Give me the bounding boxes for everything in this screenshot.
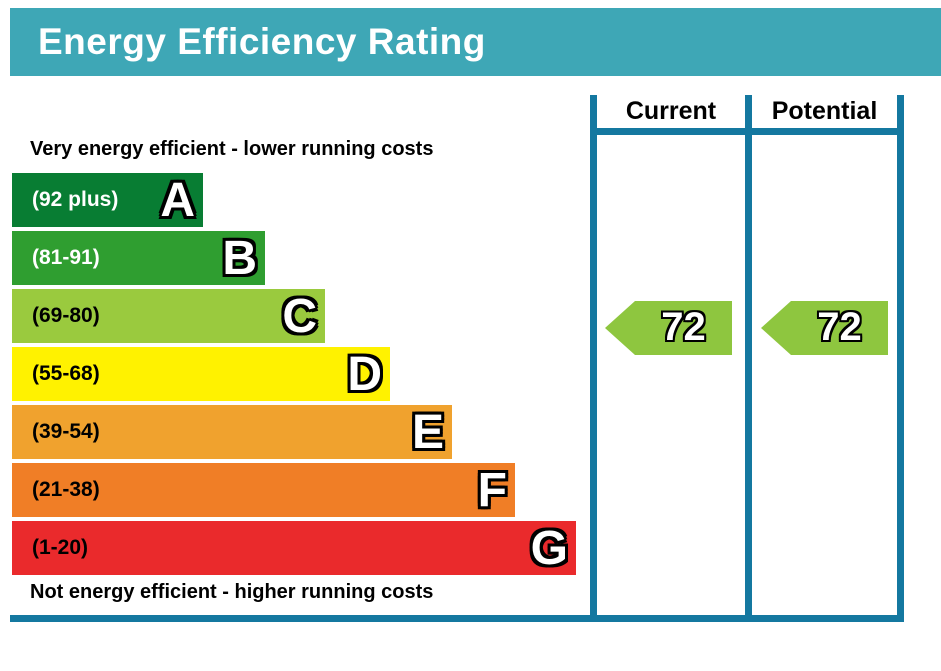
band-e-range-label: (39-54) xyxy=(32,420,100,443)
band-e-grade-letter: E xyxy=(411,406,444,459)
potential-column-header: Potential xyxy=(771,97,878,125)
bottom-note: Not energy efficient - higher running co… xyxy=(30,581,434,603)
band-c-range-label: (69-80) xyxy=(32,304,100,327)
chart-bottom-border xyxy=(10,615,904,622)
left-arrow-icon xyxy=(761,301,888,355)
band-a-range-label: (92 plus) xyxy=(32,188,119,211)
table-border-left xyxy=(590,95,597,622)
band-f-grade-letter: F xyxy=(477,464,507,517)
band-c-grade-letter: C xyxy=(282,290,317,343)
table-header-underline xyxy=(590,128,904,135)
title-bar: Energy Efficiency Rating xyxy=(10,8,941,76)
current-column-header: Current xyxy=(625,97,717,125)
left-arrow-icon xyxy=(605,301,732,355)
table-border-right xyxy=(897,95,904,622)
current-rating-arrow: 72 xyxy=(605,301,732,355)
band-f-range-label: (21-38) xyxy=(32,478,100,501)
band-g-grade-letter: G xyxy=(530,522,568,575)
band-d-range-label: (55-68) xyxy=(32,362,100,385)
top-note: Very energy efficient - lower running co… xyxy=(30,138,434,160)
band-row-g: (1-20) G xyxy=(12,521,576,575)
band-a-grade-letter: A xyxy=(160,174,195,227)
page-title: Energy Efficiency Rating xyxy=(38,21,486,62)
band-row-d: (55-68) D xyxy=(12,347,390,401)
band-b-grade-letter: B xyxy=(222,232,257,285)
band-g-range-label: (1-20) xyxy=(32,536,89,559)
band-row-a: (92 plus) A xyxy=(12,173,203,227)
potential-rating-value: 72 xyxy=(817,305,862,349)
band-row-f: (21-38) F xyxy=(12,463,515,517)
band-b-range-label: (81-91) xyxy=(32,246,100,269)
band-d-grade-letter: D xyxy=(347,348,382,401)
band-row-c: (69-80) C xyxy=(12,289,325,343)
potential-rating-arrow: 72 xyxy=(761,301,888,355)
current-rating-value: 72 xyxy=(661,305,706,349)
table-border-middle xyxy=(745,95,752,622)
band-row-e: (39-54) E xyxy=(12,405,452,459)
band-row-b: (81-91) B xyxy=(12,231,265,285)
